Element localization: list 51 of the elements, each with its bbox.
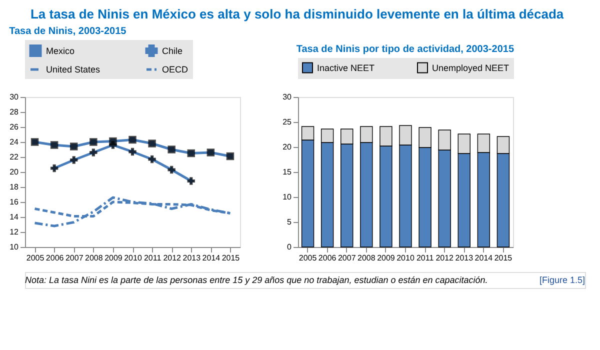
chart-subtitle: Tasa de Ninis, 2003-2015 (9, 26, 127, 37)
x-tick-label: 2010 (396, 254, 415, 262)
legend-label: OECD (162, 64, 189, 74)
y-tick-label: 14 (10, 212, 20, 222)
text: [Figure 1.5] (539, 275, 585, 285)
chart-subtitle: Tasa de Ninis por tipo de actividad, 2003-2015 (296, 44, 514, 55)
y-tick-label: 16 (10, 198, 20, 206)
x-tick-label: 2008 (85, 254, 104, 262)
x-tick-label: 2008 (358, 254, 376, 262)
x-tick-label: 2005 (298, 254, 318, 262)
y-tick-label: 5 (287, 218, 292, 226)
y-tick-label: 20 (10, 168, 20, 176)
legend-label: Mexico (46, 46, 75, 56)
x-tick-label: 2015 (494, 254, 513, 262)
x-tick-label: 2007 (65, 254, 84, 262)
x-tick-label: 2014 (474, 254, 494, 262)
x-tick-label: 2015 (222, 254, 240, 262)
y-tick-label: 10 (282, 192, 292, 202)
x-tick-label: 2010 (124, 254, 142, 262)
x-tick-label: 2005 (26, 254, 45, 262)
x-tick-label: 2009 (377, 254, 396, 262)
y-tick-label: 20 (282, 142, 292, 152)
y-tick-label: 24 (10, 138, 20, 146)
text: La tasa de Ninis en México es alta y solo ha disminuido levemente en la última década (30, 6, 564, 22)
legend-label: Inactive NEET (317, 62, 376, 73)
y-tick-label: 15 (282, 168, 292, 176)
y-tick-label: 0 (287, 242, 292, 252)
y-tick-label: 25 (282, 118, 292, 126)
y-tick-label: 22 (10, 152, 20, 162)
legend-label: Chile (162, 46, 183, 56)
y-tick-label: 18 (10, 182, 20, 192)
y-tick-label: 26 (10, 122, 20, 132)
legend-label: United States (46, 64, 101, 74)
legend-label: Unemployed NEET (432, 62, 510, 73)
y-tick-label: 10 (10, 242, 20, 252)
x-tick-label: 2007 (338, 254, 356, 262)
x-tick-label: 2006 (46, 254, 64, 262)
x-tick-label: 2009 (104, 254, 123, 262)
y-tick-label: 28 (10, 108, 20, 116)
y-tick-label: 30 (282, 92, 292, 102)
x-tick-label: 2012 (163, 254, 182, 262)
y-tick-label: 12 (10, 228, 20, 236)
x-tick-label: 2012 (436, 254, 454, 262)
x-tick-label: 2011 (416, 254, 434, 262)
x-tick-label: 2013 (455, 254, 474, 262)
text: Nota: La tasa Nini es la parte de las personas entre 15 y 29 años que no trabajan, estudian o están en capacitación. (25, 275, 488, 285)
x-tick-label: 2011 (144, 254, 162, 262)
x-tick-label: 2014 (202, 254, 221, 262)
x-tick-label: 2006 (318, 254, 337, 262)
x-tick-label: 2013 (182, 254, 202, 262)
y-tick-label: 30 (10, 92, 20, 102)
